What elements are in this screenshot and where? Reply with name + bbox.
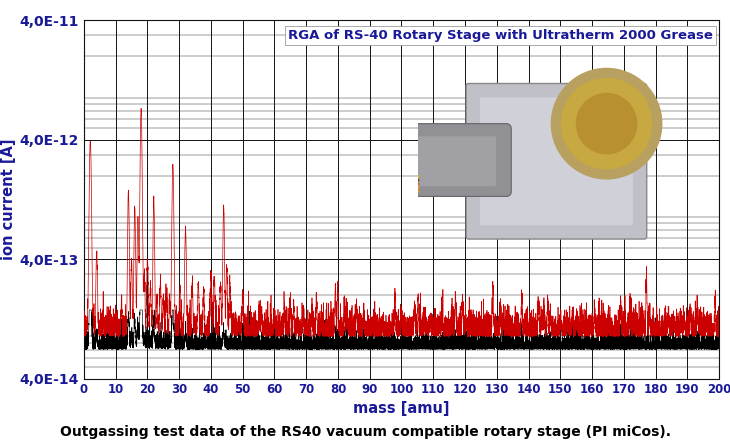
FancyBboxPatch shape [401,124,511,196]
Circle shape [561,78,652,169]
Y-axis label: ion current [A]: ion current [A] [1,138,15,260]
Circle shape [551,69,662,179]
X-axis label: mass [amu]: mass [amu] [353,401,450,416]
FancyBboxPatch shape [480,97,633,225]
FancyBboxPatch shape [416,136,496,186]
Circle shape [577,94,637,154]
Text: RGA of RS-40 Rotary Stage with Ultratherm 2000 Grease: RGA of RS-40 Rotary Stage with Ultrather… [288,29,712,42]
FancyBboxPatch shape [466,83,647,239]
Text: Outgassing test data of the RS40 vacuum compatible rotary stage (PI miCos).: Outgassing test data of the RS40 vacuum … [60,425,670,439]
